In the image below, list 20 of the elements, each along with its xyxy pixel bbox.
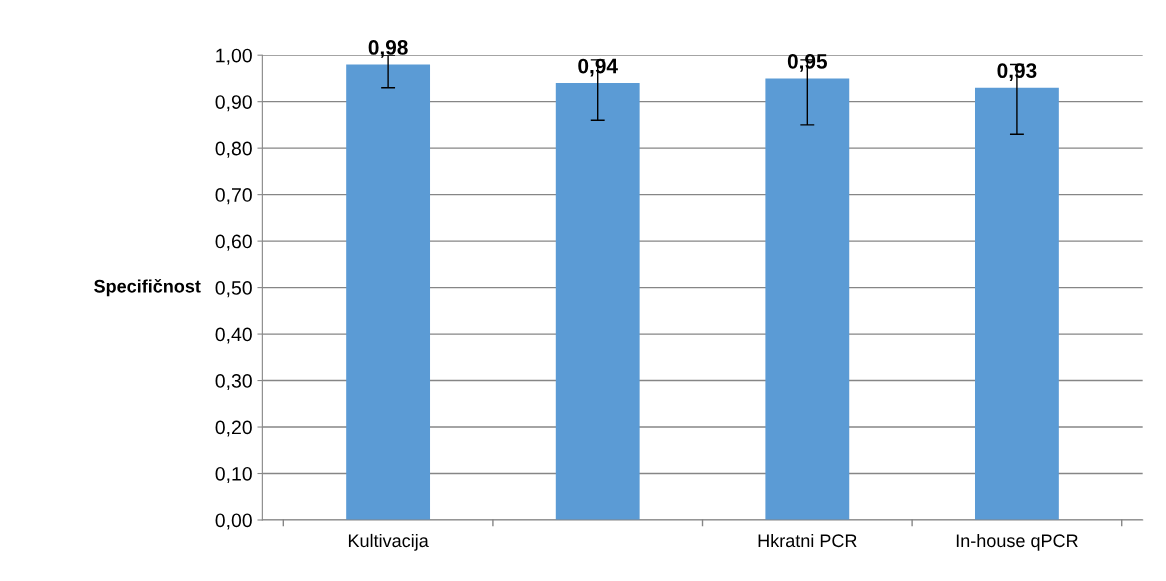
y-tick-label: 0,00: [215, 513, 252, 530]
y-tick-label: 0,90: [215, 95, 252, 112]
bar: [346, 64, 431, 520]
y-tick-label: 0,80: [215, 141, 252, 158]
x-tick-label: Kultivacija: [348, 533, 429, 551]
bar: [555, 83, 640, 520]
y-tick-label: 0,20: [215, 420, 252, 437]
y-tick-label: 0,30: [215, 374, 252, 391]
bar: [975, 87, 1059, 520]
y-tick-label: 0,40: [215, 327, 252, 344]
data-label: 0,98: [368, 40, 408, 58]
y-tick-label: 0,70: [215, 188, 252, 205]
y-tick-label: 1,00: [216, 48, 252, 65]
y-tick-label: 0,50: [215, 281, 252, 298]
y-tick-label: 0,60: [215, 234, 252, 251]
y-axis-title: Specifičnost: [94, 278, 201, 297]
x-tick-label: Hkratni PCR: [758, 533, 857, 548]
bar: [765, 78, 850, 520]
y-tick-label: 0,10: [215, 466, 252, 484]
x-tick-label: In-house qPCR: [956, 533, 1078, 551]
